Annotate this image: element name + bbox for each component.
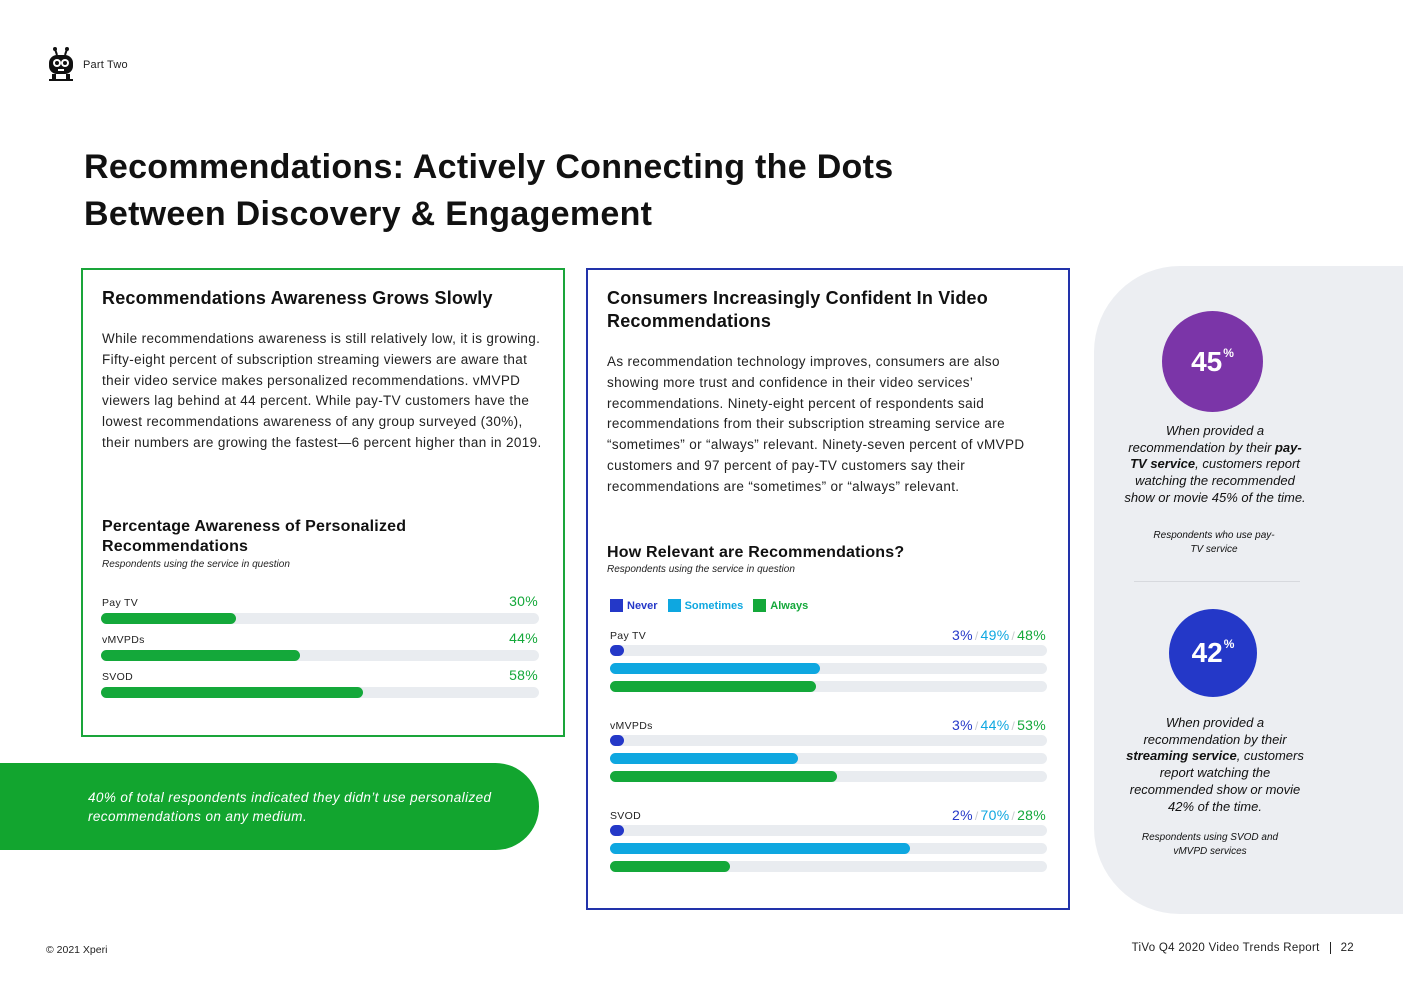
bar-value-svod-sometimes: 70% bbox=[980, 807, 1010, 823]
legend-label-never: Never bbox=[627, 599, 658, 612]
bar-track-pay-tv-sometimes bbox=[610, 663, 1047, 674]
bar-track-svod-sometimes bbox=[610, 843, 1047, 854]
page-title-line-2: Between Discovery & Engagement bbox=[84, 195, 653, 233]
value-separator: / bbox=[1011, 809, 1016, 823]
relevance-card: Consumers Increasingly Confident In Vide… bbox=[586, 268, 1070, 910]
page-title: Recommendations: Actively Connecting the… bbox=[84, 144, 1084, 238]
value-separator: / bbox=[974, 629, 979, 643]
relevance-chart-note: Respondents using the service in questio… bbox=[607, 564, 795, 575]
legend-never: Never bbox=[610, 599, 658, 612]
value-separator: / bbox=[1011, 719, 1016, 733]
bar-value-pay-tv-never: 3% bbox=[952, 627, 973, 643]
awareness-card: Recommendations Awareness Grows Slowly W… bbox=[81, 268, 565, 737]
bar-value-vmvpds: 44% bbox=[509, 630, 538, 646]
bar-label-svod: SVOD bbox=[102, 671, 133, 683]
stat-circle-streaming: 42% bbox=[1169, 609, 1257, 697]
bar-track-vmvpds-sometimes bbox=[610, 753, 1047, 764]
stat-value-streaming: 42 bbox=[1191, 637, 1223, 668]
relevance-legend: Never Sometimes Always bbox=[610, 599, 808, 612]
awareness-chart-title: Percentage Awareness of Personalized Rec… bbox=[102, 518, 407, 555]
bar-track-svod-never bbox=[610, 825, 1047, 836]
copyright: © 2021 Xperi bbox=[46, 944, 108, 956]
bar-label-pay-tv: Pay TV bbox=[610, 630, 647, 642]
section-label: Part Two bbox=[83, 59, 128, 71]
page-number: 22 bbox=[1340, 942, 1354, 954]
relevance-card-body: As recommendation technology improves, c… bbox=[607, 354, 1025, 494]
bar-track-pay-tv bbox=[101, 613, 539, 624]
relevance-chart-title: How Relevant are Recommendations? bbox=[607, 544, 905, 561]
bar-track-pay-tv-always bbox=[610, 681, 1047, 692]
bar-value-svod: 58% bbox=[509, 667, 538, 683]
bar-label-vmvpds: vMVPDs bbox=[102, 634, 145, 646]
legend-swatch-sometimes bbox=[667, 599, 681, 612]
footer-report: TiVo Q4 2020 Video Trends Report 22 bbox=[1132, 942, 1354, 954]
bar-label-vmvpds: vMVPDs bbox=[610, 720, 653, 732]
stats-divider bbox=[1134, 581, 1300, 582]
bar-vmvpds-sometimes bbox=[610, 753, 799, 764]
page-title-line-1: Recommendations: Actively Connecting the… bbox=[84, 148, 894, 186]
bar-track-svod bbox=[101, 687, 539, 698]
stat-text-streaming: When provided a recommendation by their … bbox=[1126, 715, 1304, 814]
stat-value-pay-tv: 45 bbox=[1191, 345, 1223, 377]
bar-svod-always bbox=[610, 861, 730, 872]
stat-unit-pay-tv: % bbox=[1223, 345, 1234, 360]
stat-note-pay-tv: Respondents who use pay-TV service bbox=[1153, 530, 1275, 555]
relevance-card-title: Consumers Increasingly Confident In Vide… bbox=[607, 288, 988, 331]
awareness-card-title: Recommendations Awareness Grows Slowly bbox=[102, 288, 493, 308]
bar-vmvpds-never bbox=[610, 735, 624, 746]
bar-vmvpds bbox=[101, 650, 300, 661]
callout-banner: 40% of total respondents indicated they … bbox=[0, 763, 539, 850]
bar-pay-tv-always bbox=[610, 681, 816, 692]
bar-track-pay-tv-never bbox=[610, 645, 1047, 656]
bar-pay-tv bbox=[101, 613, 237, 624]
bar-value-vmvpds-never: 3% bbox=[952, 717, 973, 733]
bar-value-pay-tv-sometimes: 49% bbox=[980, 627, 1010, 643]
bar-svod bbox=[101, 687, 363, 698]
legend-sometimes: Sometimes bbox=[667, 599, 744, 612]
legend-swatch-never bbox=[610, 599, 623, 612]
legend-swatch-always bbox=[753, 599, 767, 612]
awareness-chart-note: Respondents using the service in questio… bbox=[102, 559, 290, 570]
report-name: TiVo Q4 2020 Video Trends Report bbox=[1131, 942, 1320, 954]
legend-always: Always bbox=[753, 599, 808, 612]
bar-value-svod-never: 2% bbox=[952, 807, 973, 823]
bar-vmvpds-always bbox=[610, 771, 837, 782]
stat-circle-pay-tv: 45% bbox=[1162, 311, 1263, 412]
bar-value-pay-tv-always: 48% bbox=[1017, 627, 1046, 643]
bar-svod-never bbox=[610, 825, 624, 836]
bar-svod-sometimes bbox=[610, 843, 910, 854]
value-separator: / bbox=[1011, 629, 1016, 643]
stat-text-pay-tv: When provided a recommendation by their … bbox=[1124, 423, 1306, 505]
stat-note-streaming: Respondents using SVOD and vMVPD service… bbox=[1141, 832, 1279, 857]
callout-banner-text: 40% of total respondents indicated they … bbox=[88, 790, 492, 824]
bar-label-pay-tv: Pay TV bbox=[102, 597, 139, 609]
value-separator: / bbox=[974, 719, 979, 733]
bar-pay-tv-sometimes bbox=[610, 663, 820, 674]
bar-values-vmvpds: 3%/44%/53% bbox=[952, 717, 1046, 733]
bar-pay-tv-never bbox=[610, 645, 624, 656]
bar-values-pay-tv: 3%/49%/48% bbox=[952, 627, 1046, 643]
bar-label-svod: SVOD bbox=[610, 810, 641, 822]
bar-track-svod-always bbox=[610, 861, 1047, 872]
bar-track-vmvpds-always bbox=[610, 771, 1047, 782]
bar-track-vmvpds-never bbox=[610, 735, 1047, 746]
bar-values-svod: 2%/70%/28% bbox=[952, 807, 1046, 823]
stats-panel: 45% When provided a recommendation by th… bbox=[1094, 266, 1403, 914]
bar-value-vmvpds-always: 53% bbox=[1017, 717, 1046, 733]
value-separator: / bbox=[974, 809, 979, 823]
awareness-card-body: While recommendations awareness is still… bbox=[102, 331, 542, 450]
bar-value-vmvpds-sometimes: 44% bbox=[980, 717, 1010, 733]
bar-track-vmvpds bbox=[101, 650, 539, 661]
bar-value-svod-always: 28% bbox=[1017, 807, 1046, 823]
tivo-robot-icon bbox=[49, 47, 73, 81]
legend-label-always: Always bbox=[770, 599, 809, 612]
footer-separator bbox=[1329, 942, 1331, 954]
bar-value-pay-tv: 30% bbox=[509, 593, 538, 609]
legend-label-sometimes: Sometimes bbox=[684, 599, 744, 612]
stat-unit-streaming: % bbox=[1223, 637, 1235, 651]
